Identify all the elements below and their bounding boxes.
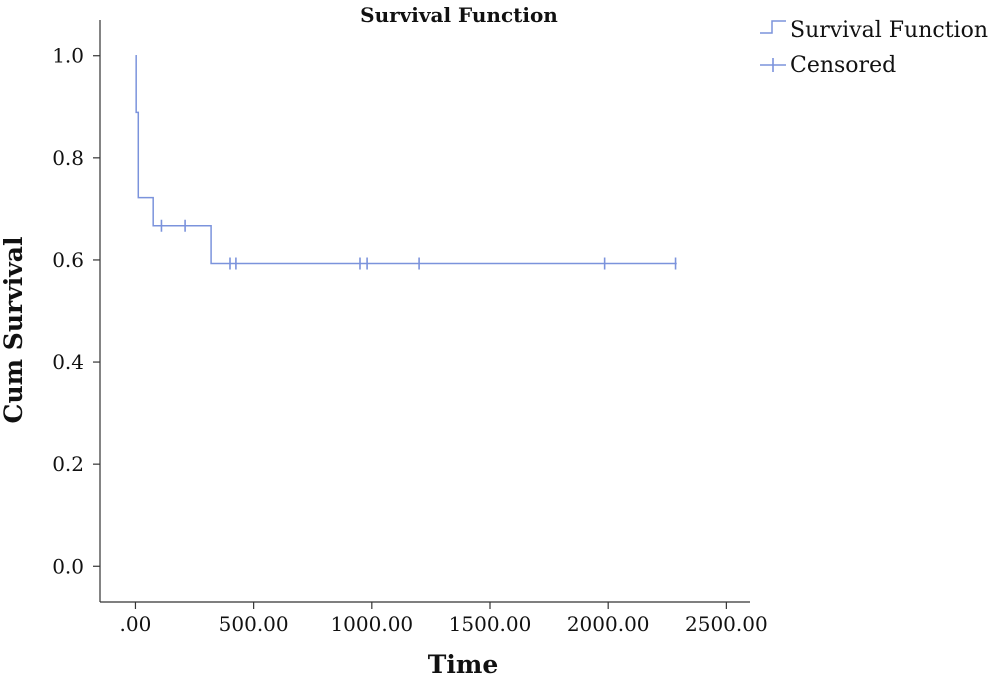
x-tick-label: 2000.00 — [567, 612, 650, 636]
x-tick-label: 1500.00 — [449, 612, 532, 636]
x-tick-label: 500.00 — [219, 612, 289, 636]
axes: 0.0 0.2 0.4 0.6 0.8 1.0 .00 500.00 1000.00 1500.0… — [52, 20, 768, 636]
plot-area — [135, 54, 677, 270]
y-tick-label: 0.2 — [52, 452, 84, 476]
y-tick-label: 0.4 — [52, 350, 84, 374]
legend-censored-label: Censored — [790, 53, 896, 78]
x-tick-label: 2500.00 — [685, 612, 768, 636]
legend: Survival Function Censored — [760, 18, 988, 78]
chart-title: Survival Function — [360, 3, 558, 27]
legend-step-symbol — [760, 20, 786, 34]
x-tick-label: 1000.00 — [330, 612, 413, 636]
y-axis-title: Cum Survival — [0, 237, 28, 424]
y-tick-label: 0.8 — [52, 146, 84, 170]
legend-survival-label: Survival Function — [790, 18, 988, 43]
x-axis-title: Time — [428, 650, 498, 679]
y-tick-label: 0.6 — [52, 248, 84, 272]
y-tick-label: 0.0 — [52, 554, 84, 578]
y-tick-label: 1.0 — [52, 44, 84, 68]
survival-step-line — [135, 54, 677, 265]
x-tick-label: .00 — [120, 612, 152, 636]
